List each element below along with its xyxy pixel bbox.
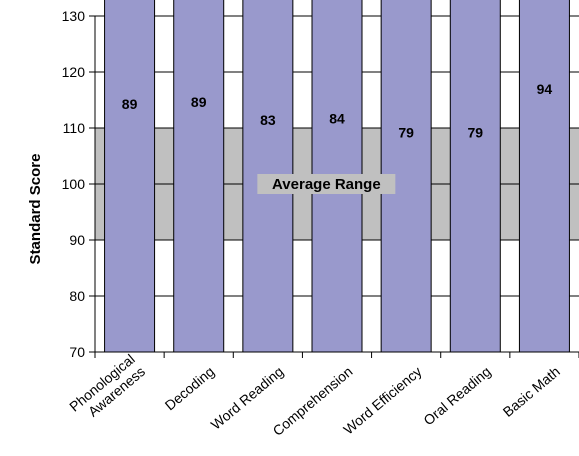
axis-layer <box>94 16 579 358</box>
x-category-label-line: Decoding <box>162 363 218 413</box>
y-tick-label: 130 <box>62 8 86 24</box>
bar-segment-series-1 <box>104 0 156 353</box>
bar-value-label: 79 <box>467 124 483 140</box>
y-tick-label: 100 <box>62 176 86 192</box>
y-tick-label: 80 <box>69 288 85 304</box>
bar-value-label: 94 <box>537 81 553 97</box>
x-category-label-line: Oral Reading <box>420 363 493 428</box>
average-range-label: Average Range <box>272 176 381 193</box>
x-category-label-line: Basic Math <box>500 363 563 420</box>
y-tick-label: 120 <box>62 64 86 80</box>
y-tick-label: 110 <box>63 120 86 136</box>
bar-segment-series-1 <box>449 0 501 353</box>
x-category-label: Basic Math <box>500 363 563 420</box>
x-category-label: Oral Reading <box>420 363 493 428</box>
bar-value-label: 89 <box>122 96 138 112</box>
bar-value-label: 89 <box>191 94 207 110</box>
bar-value-label: 79 <box>398 124 414 140</box>
bar-value-label: 84 <box>329 110 345 126</box>
bar-value-label: 83 <box>260 112 276 128</box>
bar-segment-series-1 <box>173 0 225 353</box>
x-category-label: Decoding <box>162 363 218 413</box>
average-range-label-bg <box>257 174 396 194</box>
y-tick-label: 90 <box>69 232 85 248</box>
bar-segment-series-1 <box>518 0 570 353</box>
y-axis-title: Standard Score <box>27 154 44 265</box>
y-tick-label: 70 <box>69 344 85 360</box>
